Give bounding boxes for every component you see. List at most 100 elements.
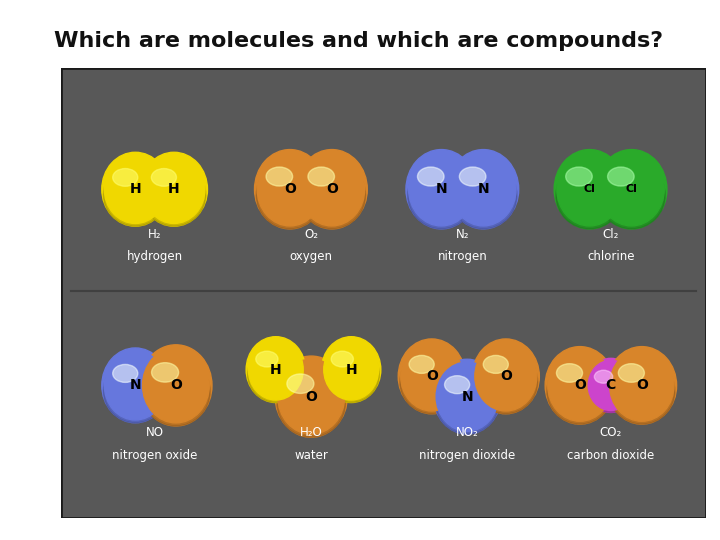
Text: N: N <box>462 390 473 404</box>
Text: C: C <box>606 379 616 393</box>
Ellipse shape <box>248 347 304 402</box>
Ellipse shape <box>140 152 207 226</box>
Ellipse shape <box>409 355 434 373</box>
Ellipse shape <box>409 152 474 226</box>
Text: CO₂: CO₂ <box>600 426 622 439</box>
Text: N: N <box>130 379 141 393</box>
Ellipse shape <box>278 359 345 434</box>
Text: nitrogen oxide: nitrogen oxide <box>112 449 197 462</box>
Ellipse shape <box>408 161 475 229</box>
Ellipse shape <box>142 357 210 426</box>
Ellipse shape <box>608 358 675 424</box>
Ellipse shape <box>255 150 325 229</box>
Ellipse shape <box>586 359 635 413</box>
Ellipse shape <box>143 155 205 224</box>
Text: O: O <box>284 182 296 196</box>
Ellipse shape <box>298 161 366 229</box>
Ellipse shape <box>557 363 582 382</box>
Ellipse shape <box>287 374 314 394</box>
Text: N: N <box>477 182 489 196</box>
Ellipse shape <box>459 167 486 186</box>
Text: carbon dioxide: carbon dioxide <box>567 449 654 462</box>
Ellipse shape <box>588 367 634 413</box>
Ellipse shape <box>324 339 379 400</box>
Ellipse shape <box>433 359 500 434</box>
Text: O: O <box>326 182 338 196</box>
Ellipse shape <box>618 363 644 382</box>
Text: Cl₂: Cl₂ <box>603 228 619 241</box>
Text: H: H <box>130 182 141 196</box>
Ellipse shape <box>545 347 615 424</box>
Text: NO: NO <box>145 426 163 439</box>
Ellipse shape <box>598 161 665 229</box>
Ellipse shape <box>400 350 464 414</box>
Ellipse shape <box>436 370 499 434</box>
Ellipse shape <box>256 351 278 367</box>
Ellipse shape <box>248 339 303 400</box>
Ellipse shape <box>451 152 516 226</box>
Ellipse shape <box>104 164 167 226</box>
Text: H: H <box>270 362 282 376</box>
Ellipse shape <box>104 359 167 423</box>
Ellipse shape <box>102 348 168 423</box>
Ellipse shape <box>610 349 674 421</box>
Text: chlorine: chlorine <box>587 251 634 264</box>
Ellipse shape <box>151 363 179 382</box>
Ellipse shape <box>556 161 624 229</box>
Ellipse shape <box>246 336 305 402</box>
Text: O: O <box>500 369 512 383</box>
Text: Which are molecules and which are compounds?: Which are molecules and which are compou… <box>54 31 663 51</box>
Ellipse shape <box>548 349 612 421</box>
Ellipse shape <box>547 358 613 424</box>
Ellipse shape <box>608 167 634 186</box>
Ellipse shape <box>113 168 138 186</box>
Text: H: H <box>168 182 180 196</box>
Text: N₂: N₂ <box>456 228 469 241</box>
Ellipse shape <box>140 345 212 426</box>
Ellipse shape <box>596 150 667 229</box>
Text: H₂: H₂ <box>148 228 161 241</box>
Ellipse shape <box>436 362 498 431</box>
Text: H₂O: H₂O <box>300 426 323 439</box>
Text: water: water <box>294 449 328 462</box>
Ellipse shape <box>297 150 367 229</box>
Ellipse shape <box>151 168 176 186</box>
Ellipse shape <box>299 152 364 226</box>
Ellipse shape <box>401 342 463 411</box>
Ellipse shape <box>322 336 381 402</box>
Text: hydrogen: hydrogen <box>127 251 183 264</box>
Text: H: H <box>346 362 357 376</box>
Ellipse shape <box>554 150 625 229</box>
Ellipse shape <box>257 152 323 226</box>
Ellipse shape <box>143 348 210 423</box>
Ellipse shape <box>449 161 517 229</box>
Ellipse shape <box>599 152 665 226</box>
Text: O: O <box>426 369 438 383</box>
Ellipse shape <box>308 167 335 186</box>
Text: Cl: Cl <box>584 184 595 194</box>
Ellipse shape <box>142 164 206 226</box>
Ellipse shape <box>406 150 477 229</box>
Ellipse shape <box>113 364 138 382</box>
Text: NO₂: NO₂ <box>456 426 479 439</box>
Ellipse shape <box>594 370 613 383</box>
Ellipse shape <box>418 167 444 186</box>
Ellipse shape <box>266 167 292 186</box>
Ellipse shape <box>256 161 323 229</box>
Ellipse shape <box>607 347 677 424</box>
Text: Cl: Cl <box>626 184 637 194</box>
Ellipse shape <box>448 150 518 229</box>
Ellipse shape <box>475 342 537 411</box>
Ellipse shape <box>277 368 346 437</box>
Ellipse shape <box>323 347 379 402</box>
Text: O₂: O₂ <box>305 228 318 241</box>
Text: O: O <box>170 379 182 393</box>
Ellipse shape <box>102 152 168 226</box>
Text: nitrogen: nitrogen <box>438 251 487 264</box>
Text: O: O <box>305 390 318 404</box>
Text: O: O <box>574 379 586 393</box>
Ellipse shape <box>483 355 508 373</box>
Ellipse shape <box>474 350 538 414</box>
Ellipse shape <box>588 360 634 410</box>
Ellipse shape <box>275 356 347 437</box>
